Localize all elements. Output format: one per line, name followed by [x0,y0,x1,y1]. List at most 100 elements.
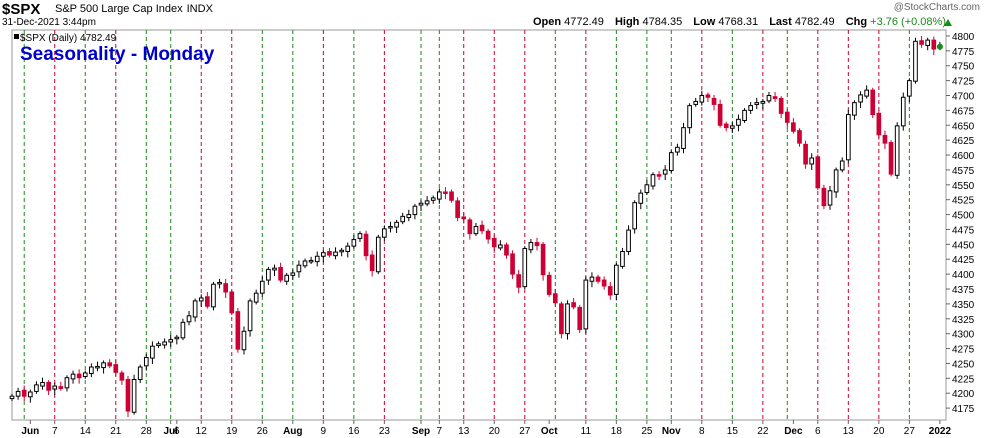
candle-body [21,389,27,397]
candle-body [589,276,595,282]
candle-body [363,233,369,257]
candle-body [137,366,143,381]
candle-body [803,143,808,165]
y-tick-label: 4650 [952,121,975,132]
candle-body [687,105,692,129]
candle-body [913,40,918,82]
candle-body [614,264,619,295]
candle-body [308,259,314,263]
high-label: High [614,16,640,28]
candle-body [455,200,460,219]
candle-body [278,267,283,281]
candle-body [656,174,662,177]
candle-body [70,373,76,380]
candle-body [858,94,863,103]
candle-body [339,249,344,253]
x-tick-label: 26 [257,426,269,437]
candle-body [107,362,113,367]
candle-body [723,123,729,129]
candle-body [266,268,271,281]
x-tick-label: 6 [815,426,821,437]
y-tick-label: 4625 [952,136,975,147]
candle-body [595,276,601,282]
x-tick-label: 25 [641,426,653,437]
candle-body [156,343,161,347]
candle-body [693,100,699,105]
x-tick-label: 8 [699,426,705,437]
candle-body [797,130,802,144]
last-value: 4782.49 [794,16,835,28]
candle-body [443,191,448,194]
candle-body [205,296,210,307]
candle-body [321,252,326,257]
x-tick-label: 6 [174,426,180,437]
candle-body [95,365,100,369]
candle-body [528,242,534,251]
candle-body [247,300,253,332]
candle-body [601,279,607,287]
candle-body [333,251,338,257]
plot-frame [11,29,947,421]
x-tick-label: 13 [843,426,855,437]
candle-body [412,205,418,216]
y-tick-label: 4450 [952,240,975,251]
candle-body [119,372,125,381]
candle-body [162,341,167,346]
x-tick-label: 19 [226,426,238,437]
candle-body [40,381,45,387]
candle-body [449,191,454,201]
y-tick-label: 4200 [952,389,975,400]
candle-body [754,102,760,105]
candle-body [852,102,857,116]
x-tick-label: 27 [519,426,531,437]
candle-body [235,311,241,350]
chg-label: Chg [845,16,868,28]
candle-body [168,339,174,343]
x-tick-label: 7 [437,426,443,437]
candle-body [217,281,222,285]
x-tick-label: 12 [196,426,208,437]
candle-body [34,384,39,392]
candle-body [351,239,357,247]
candle-body [607,286,613,296]
y-tick-label: 4600 [952,151,975,162]
symbol-description: S&P 500 Large Cap Index INDX [55,3,213,15]
x-tick-label: Aug [283,426,302,437]
y-tick-label: 4725 [952,77,975,88]
candle-body [571,302,576,308]
candle-body [638,192,644,204]
candle-body [662,169,668,175]
candle-body [52,385,58,390]
candle-body [375,236,381,273]
candle-body [815,156,821,189]
last-label: Last [769,16,792,28]
y-tick-label: 4800 [952,32,975,43]
open-value: 4772.49 [564,16,604,28]
x-tick-label: 9 [321,426,327,437]
candle-body [925,39,931,46]
y-tick-label: 4425 [952,255,975,266]
candle-body [406,214,412,219]
x-tick-label: 13 [458,426,470,437]
x-tick-label: 11 [581,426,592,437]
candle-body [681,127,686,149]
candle-body [180,321,186,339]
candle-body [766,94,772,102]
candle-body [888,142,894,175]
candle-body [711,97,717,105]
candle-body [113,364,119,373]
low-label: Low [693,16,716,28]
candle-body [546,274,552,295]
candle-body [748,105,753,111]
y-tick-label: 4775 [952,47,975,58]
y-tick-label: 4475 [952,225,975,236]
candle-body [82,372,88,378]
candle-body [870,89,876,116]
candle-body [894,125,900,176]
candle-body [131,379,137,413]
y-tick-label: 4375 [952,285,975,296]
candle-body [174,336,180,340]
candle-body [839,160,845,171]
candle-body [504,244,509,256]
candle-body [229,291,235,314]
